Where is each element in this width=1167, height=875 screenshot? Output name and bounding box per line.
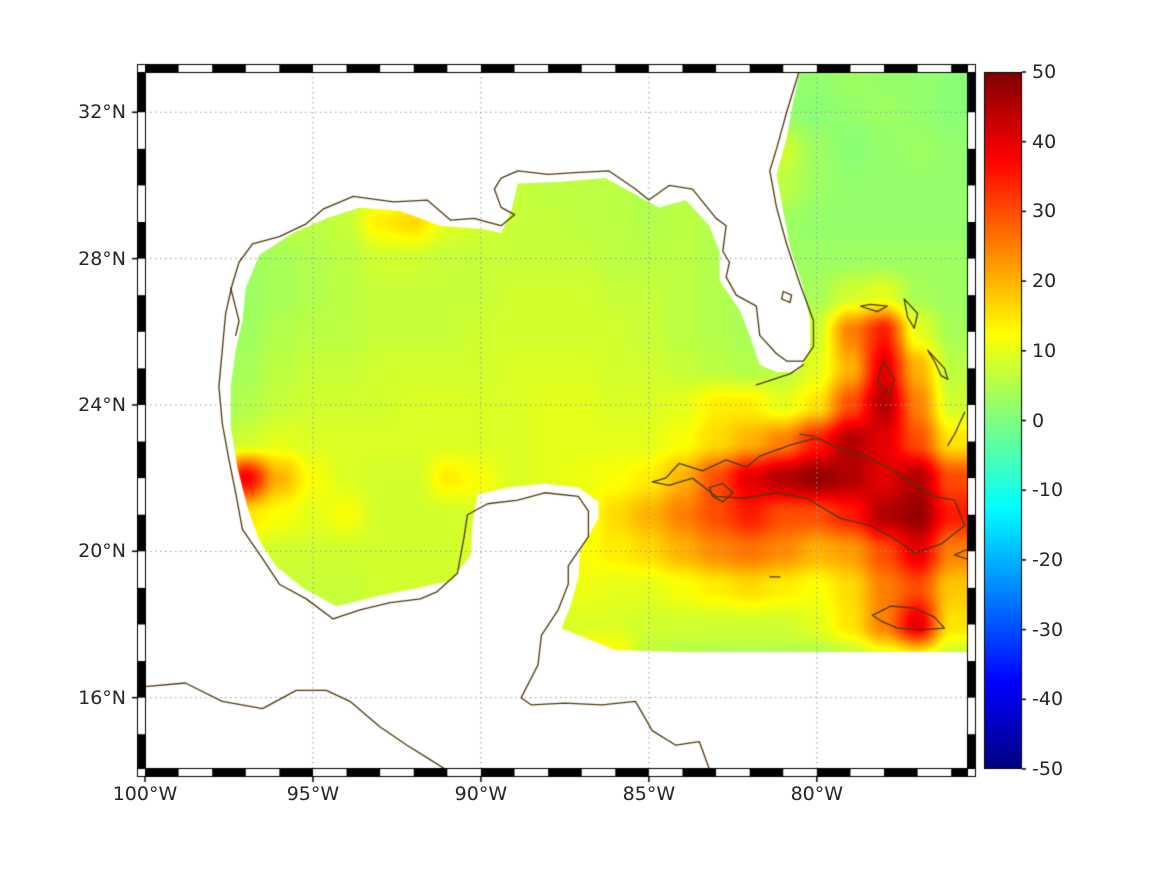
colorbar-tick-label: 0 [1032, 409, 1045, 432]
colorbar-tick-label: 20 [1032, 270, 1057, 293]
x-tick-label: 95°W [286, 783, 340, 805]
colorbar-tick-label: -10 [1032, 479, 1064, 502]
y-tick-label: 28°N [78, 247, 126, 270]
colorbar-tick-label: -20 [1032, 548, 1064, 571]
colorbar-tick-label: -50 [1032, 758, 1064, 780]
y-tick-label: 16°N [78, 686, 126, 709]
y-tick-label: 24°N [78, 393, 126, 416]
colorbar-tick-label: 50 [1032, 61, 1057, 83]
x-tick-label: 90°W [454, 783, 508, 805]
x-tick-label: 85°W [622, 783, 676, 805]
x-tick-label: 80°W [790, 783, 844, 805]
colorbar-tick-label: -30 [1032, 618, 1064, 641]
colorbar-tick-label: 40 [1032, 130, 1057, 153]
x-tick-label: 100°W [112, 783, 178, 805]
y-tick-label: 32°N [78, 101, 126, 124]
colorbar-tick-label: 30 [1032, 200, 1057, 223]
y-tick-label: 20°N [78, 540, 126, 563]
colorbar-tick-label: -40 [1032, 688, 1064, 711]
colorbar-tick-label: 10 [1032, 339, 1057, 362]
